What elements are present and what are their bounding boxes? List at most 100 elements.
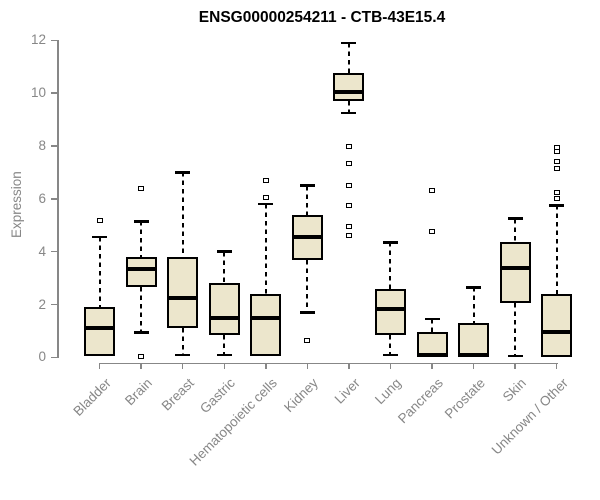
upper-whisker-line-liver <box>347 43 350 74</box>
y-axis-tick <box>50 198 58 200</box>
y-axis-tick <box>50 39 58 42</box>
x-axis-tick <box>265 363 267 369</box>
upper-whisker-cap-kidney <box>299 184 315 187</box>
chart-title: ENSG00000254211 - CTB-43E15.4 <box>198 9 446 26</box>
outlier-pancreas <box>429 188 435 194</box>
x-axis-tick <box>140 363 142 369</box>
y-axis-tick-label: 12 <box>30 32 46 48</box>
y-axis-tick <box>50 303 58 306</box>
x-axis-tick <box>181 363 184 369</box>
upper-whisker-cap-pancreas <box>424 317 440 321</box>
median-line-prostate <box>458 352 490 357</box>
outlier-unknown-other <box>553 148 560 154</box>
x-axis-tick <box>514 363 516 369</box>
y-axis-tick <box>50 145 58 147</box>
y-axis-tick-label: 4 <box>38 243 46 259</box>
x-axis-tick <box>223 363 225 369</box>
lower-whisker-cap-brain <box>133 331 149 334</box>
upper-whisker-cap-brain <box>133 220 149 223</box>
upper-whisker-line-kidney <box>306 185 309 215</box>
y-axis-tick <box>50 356 58 359</box>
upper-whisker-cap-bladder <box>92 235 108 239</box>
upper-whisker-line-bladder <box>98 237 101 308</box>
lower-whisker-line-liver <box>347 101 350 113</box>
box-hematopoietic-cells <box>250 293 282 357</box>
y-axis-tick-label: 2 <box>38 296 46 312</box>
outlier-liver <box>345 224 352 230</box>
median-line-bladder <box>84 326 116 331</box>
upper-whisker-line-prostate <box>472 287 475 324</box>
outlier-unknown-other <box>553 165 560 171</box>
upper-whisker-cap-unknown-other <box>549 204 565 207</box>
x-axis-tick <box>98 363 101 369</box>
median-line-skin <box>499 265 531 270</box>
outlier-bladder <box>96 217 103 223</box>
box-breast <box>167 257 199 329</box>
outlier-hematopoietic-cells <box>262 195 269 201</box>
upper-whisker-line-pancreas <box>431 319 433 333</box>
box-bladder <box>84 307 116 357</box>
median-line-hematopoietic-cells <box>250 315 282 320</box>
upper-whisker-line-breast <box>181 172 184 257</box>
box-skin <box>499 242 531 304</box>
median-line-liver <box>333 89 365 94</box>
outlier-unknown-other <box>553 159 560 165</box>
box-unknown-other <box>541 293 573 358</box>
upper-whisker-line-unknown-other <box>555 205 558 294</box>
upper-whisker-line-lung <box>389 242 392 289</box>
x-axis-tick <box>431 363 433 369</box>
upper-whisker-cap-lung <box>382 241 398 244</box>
x-axis-tick <box>472 363 475 369</box>
y-axis-line <box>57 39 59 358</box>
y-axis-tick-label: 10 <box>30 85 46 101</box>
y-axis-tick-label: 0 <box>38 349 46 365</box>
x-axis-line <box>99 362 558 364</box>
upper-whisker-line-brain <box>140 221 143 257</box>
outlier-liver <box>345 183 352 189</box>
median-line-unknown-other <box>541 330 573 335</box>
x-axis-tick <box>306 363 309 369</box>
lower-whisker-cap-lung <box>382 353 398 356</box>
median-line-lung <box>374 306 406 311</box>
upper-whisker-cap-breast <box>175 171 191 174</box>
upper-whisker-cap-liver <box>341 41 357 45</box>
lower-whisker-line-brain <box>140 287 143 333</box>
lower-whisker-line-lung <box>389 334 392 355</box>
y-axis-tick-label: 6 <box>38 190 46 206</box>
median-line-breast <box>167 295 199 300</box>
upper-whisker-line-gastric <box>223 251 226 284</box>
box-brain <box>125 257 157 288</box>
lower-whisker-line-skin <box>514 303 517 357</box>
lower-whisker-cap-liver <box>341 111 357 115</box>
y-axis-tick <box>50 92 58 94</box>
outlier-brain <box>138 353 145 359</box>
lower-whisker-cap-breast <box>175 353 191 356</box>
y-axis-tick <box>50 250 58 253</box>
x-axis-tick <box>348 363 350 369</box>
x-axis-tick <box>555 363 558 369</box>
median-line-pancreas <box>416 352 448 357</box>
upper-whisker-cap-prostate <box>466 286 482 289</box>
lower-whisker-line-breast <box>181 328 184 355</box>
upper-whisker-cap-skin <box>507 217 523 220</box>
median-line-brain <box>125 266 157 271</box>
y-axis-tick-label: 8 <box>38 138 46 154</box>
outlier-kidney <box>304 337 311 343</box>
box-lung <box>374 288 406 335</box>
upper-whisker-line-hematopoietic-cells <box>264 204 267 294</box>
outlier-liver <box>345 233 352 239</box>
median-line-gastric <box>208 315 240 320</box>
outlier-hematopoietic-cells <box>262 177 269 183</box>
box-prostate <box>458 323 490 358</box>
upper-whisker-line-skin <box>514 218 517 243</box>
outlier-liver <box>345 143 352 149</box>
upper-whisker-cap-hematopoietic-cells <box>258 202 274 206</box>
box-gastric <box>208 283 240 335</box>
box-liver <box>333 73 365 102</box>
median-line-kidney <box>291 235 323 240</box>
outlier-unknown-other <box>553 189 560 195</box>
outlier-brain <box>138 185 145 191</box>
lower-whisker-cap-skin <box>507 354 523 358</box>
